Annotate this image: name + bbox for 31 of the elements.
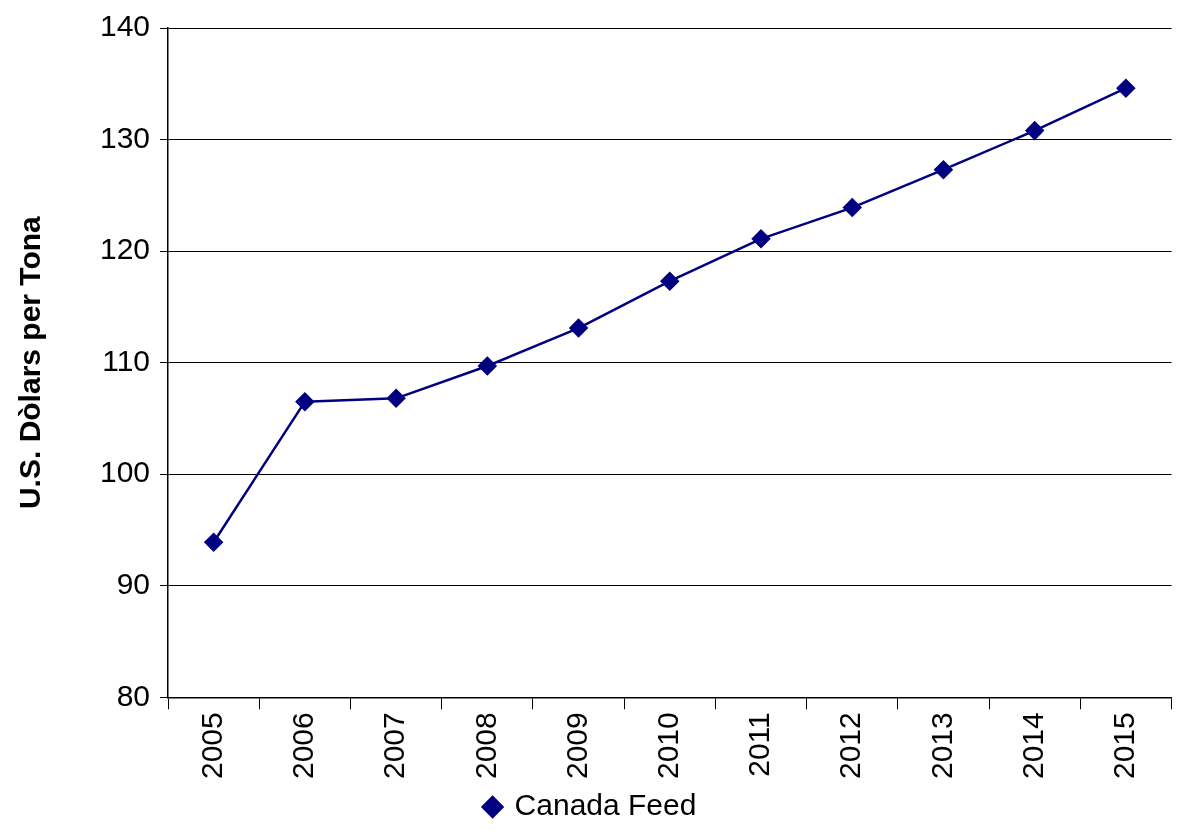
point — [751, 229, 771, 249]
point — [842, 198, 862, 217]
point — [660, 271, 680, 291]
x-tick-label: 2009 — [559, 712, 593, 780]
point — [295, 392, 315, 411]
y-tick-label: 90 — [116, 566, 151, 600]
x-tick-label: 2007 — [377, 712, 411, 780]
x-tick-label: 2014 — [1015, 712, 1049, 780]
y-axis-title: U.S. Dòlars per Tona — [13, 215, 47, 510]
y-tick-label: 100 — [99, 455, 151, 489]
point — [934, 160, 953, 179]
point — [386, 389, 406, 408]
point — [478, 356, 497, 376]
x-tick-label: 2015 — [1107, 712, 1141, 780]
x-tick-label: 2008 — [468, 712, 502, 780]
point — [1025, 121, 1044, 140]
point — [1116, 78, 1136, 98]
y-tick-label: 120 — [99, 232, 151, 266]
x-tick-label: 2011 — [742, 712, 776, 777]
x-tick-label: 2012 — [833, 712, 867, 780]
point — [204, 532, 223, 552]
y-tick-label: 80 — [116, 678, 151, 712]
x-tick-label: 2006 — [286, 712, 320, 780]
legend-label: Canada Feed — [514, 788, 697, 822]
x-tick-label: 2005 — [194, 712, 228, 780]
point — [569, 318, 588, 338]
y-tick-label: 110 — [102, 343, 151, 377]
x-tick-label: 2013 — [924, 712, 958, 780]
x-tick-label: 2010 — [651, 712, 685, 780]
y-tick-label: 140 — [99, 9, 151, 43]
y-tick-label: 130 — [99, 120, 151, 154]
